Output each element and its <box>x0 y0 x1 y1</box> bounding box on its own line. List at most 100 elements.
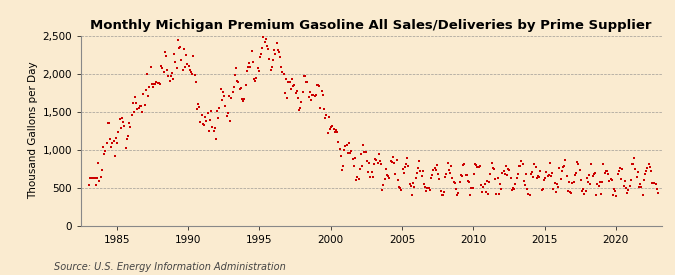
Point <box>580 189 591 193</box>
Point <box>300 74 310 78</box>
Point <box>634 182 645 186</box>
Point <box>409 185 420 189</box>
Point <box>113 130 124 134</box>
Point <box>315 105 326 110</box>
Point <box>616 177 626 181</box>
Point <box>394 185 404 190</box>
Point <box>142 94 153 98</box>
Point <box>115 126 126 130</box>
Point <box>365 175 376 180</box>
Point <box>589 172 599 176</box>
Point <box>579 191 590 196</box>
Point <box>516 159 526 163</box>
Point <box>264 57 275 61</box>
Point <box>375 158 385 163</box>
Point <box>601 169 612 174</box>
Point <box>406 183 416 188</box>
Point <box>303 95 314 99</box>
Point <box>548 186 559 191</box>
Point <box>520 183 531 188</box>
Point <box>642 166 653 170</box>
Point <box>295 106 306 110</box>
Point <box>433 171 443 176</box>
Point <box>434 177 445 181</box>
Point <box>558 165 568 169</box>
Point <box>360 150 371 155</box>
Point <box>156 64 167 68</box>
Point <box>340 144 351 148</box>
Point <box>227 90 238 95</box>
Point <box>396 188 407 192</box>
Point <box>89 176 100 181</box>
Point <box>183 64 194 68</box>
Point <box>534 175 545 180</box>
Point <box>98 145 109 149</box>
Point <box>208 129 219 133</box>
Point <box>591 193 601 197</box>
Point <box>222 111 233 116</box>
Point <box>495 187 506 191</box>
Point <box>618 183 629 188</box>
Point <box>522 187 533 191</box>
Point <box>465 193 476 197</box>
Point <box>126 112 137 117</box>
Point <box>158 70 169 74</box>
Point <box>144 85 155 90</box>
Point <box>486 161 497 165</box>
Point <box>206 109 217 114</box>
Point <box>189 73 200 77</box>
Point <box>600 169 611 174</box>
Point <box>217 98 227 103</box>
Point <box>478 185 489 189</box>
Point <box>239 97 250 101</box>
Point <box>247 60 258 64</box>
Point <box>412 166 423 170</box>
Point <box>136 103 146 108</box>
Point <box>283 80 294 85</box>
Point <box>511 176 522 180</box>
Point <box>428 168 439 172</box>
Point <box>531 164 541 169</box>
Point <box>331 130 342 134</box>
Point <box>540 176 551 180</box>
Point <box>362 170 373 174</box>
Point <box>167 70 178 75</box>
Point <box>279 91 290 95</box>
Point <box>650 182 661 187</box>
Point <box>454 180 465 184</box>
Point <box>414 159 425 164</box>
Point <box>259 40 270 45</box>
Point <box>556 177 566 181</box>
Point <box>456 173 467 178</box>
Point <box>246 49 257 54</box>
Point <box>597 180 608 184</box>
Point <box>481 178 492 183</box>
Point <box>515 164 526 169</box>
Point <box>356 164 367 169</box>
Point <box>370 157 381 161</box>
Point <box>230 73 240 78</box>
Point <box>232 79 243 83</box>
Point <box>549 181 560 185</box>
Point <box>395 185 406 190</box>
Point <box>643 162 654 167</box>
Point <box>447 176 458 180</box>
Point <box>287 77 298 82</box>
Point <box>636 185 647 189</box>
Point <box>119 124 130 128</box>
Point <box>296 100 307 104</box>
Point <box>587 174 598 178</box>
Point <box>620 186 631 190</box>
Point <box>417 169 428 173</box>
Point <box>192 107 202 111</box>
Point <box>536 188 547 192</box>
Point <box>625 178 636 182</box>
Point <box>431 163 442 168</box>
Point <box>310 93 321 98</box>
Point <box>559 164 570 168</box>
Point <box>429 166 440 170</box>
Point <box>624 183 635 188</box>
Point <box>321 112 332 117</box>
Point <box>176 58 187 62</box>
Point <box>490 177 501 182</box>
